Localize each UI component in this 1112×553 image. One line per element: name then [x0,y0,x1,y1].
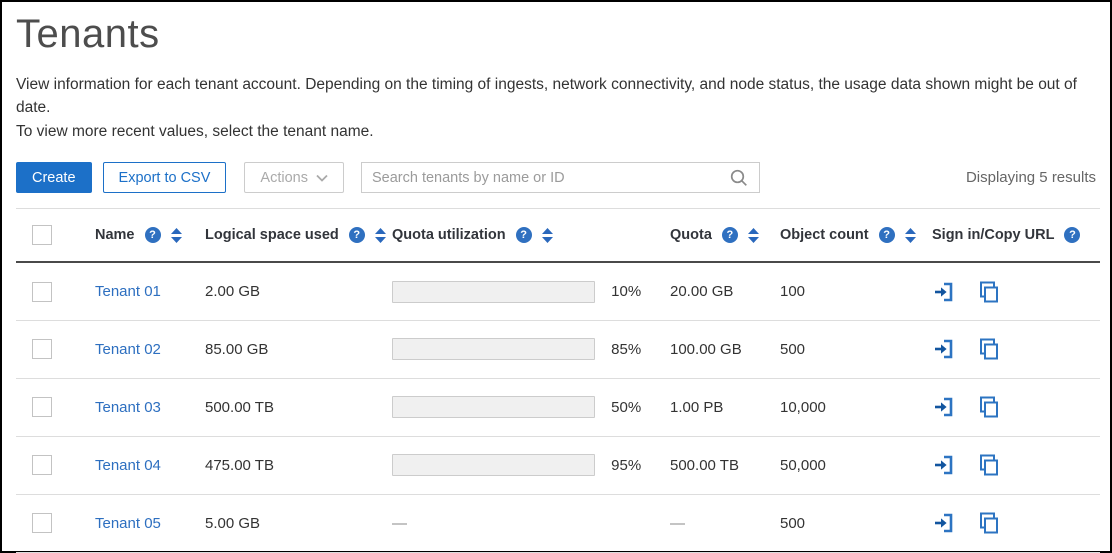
help-icon[interactable]: ? [515,227,532,243]
logical-space-value: 85.00 GB [205,340,269,358]
row-actions [932,279,1100,305]
search-box [360,162,760,194]
quota-value: 1.00 PB [670,398,724,416]
tenant-name-link[interactable]: Tenant 01 [95,283,161,300]
row-actions [932,336,1100,362]
quota-utilization-label: 85% [611,340,642,358]
sort-icon[interactable] [170,227,182,243]
sign-in-icon[interactable] [932,336,958,362]
help-icon[interactable]: ? [144,227,161,243]
sort-icon[interactable] [541,227,553,243]
row-checkbox[interactable] [32,397,52,418]
table-row: Tenant 03 500.00 TB 50% 1.00 PB 10,000 [16,378,1100,437]
tenant-name-link[interactable]: Tenant 02 [95,340,161,358]
page-title: Tenants [16,12,160,56]
column-label: Name [95,227,135,243]
quota-utilization-label: 95% [611,456,642,474]
sort-icon[interactable] [374,227,386,243]
sign-in-icon[interactable] [932,279,958,305]
copy-icon[interactable] [975,452,1001,478]
sort-icon[interactable] [904,227,916,243]
quota-empty: — [670,514,685,532]
object-count-value: 50,000 [780,456,826,474]
quota-utilization-label: 50% [611,398,642,416]
column-header-logical-space[interactable]: Logical space used ? [205,227,386,243]
copy-icon[interactable] [975,510,1001,536]
toolbar: Create Export to CSV Actions Displaying … [16,162,1096,194]
select-all-checkbox[interactable] [32,225,52,245]
actions-button[interactable]: Actions [244,162,344,194]
help-icon[interactable]: ? [1064,227,1081,243]
quota-value: 100.00 GB [670,340,742,358]
table-row: Tenant 01 2.00 GB 10% 20.00 GB 100 [16,262,1100,321]
object-count-value: 10,000 [780,398,826,416]
export-csv-button[interactable]: Export to CSV [102,162,227,194]
quota-utilization-bar [392,338,595,361]
help-icon[interactable]: ? [878,227,895,243]
object-count-value: 500 [780,340,806,358]
quota-utilization-bar [392,280,595,303]
logical-space-value: 5.00 GB [205,514,261,532]
page-description: View information for each tenant account… [16,73,1096,143]
object-count-value: 100 [780,283,806,300]
sign-in-icon[interactable] [932,452,958,478]
column-label: Quota [670,227,712,243]
quota-value: 20.00 GB [670,283,734,300]
column-label: Sign in/Copy URL [932,227,1055,243]
table-row: Tenant 02 85.00 GB 85% 100.00 GB 500 [16,320,1100,379]
sign-in-icon[interactable] [932,394,958,420]
logical-space-value: 475.00 TB [205,456,274,474]
quota-utilization-bar [392,454,595,477]
object-count-value: 500 [780,514,806,532]
tenant-name-link[interactable]: Tenant 05 [95,514,161,532]
quota-value: 500.00 TB [670,456,739,474]
copy-icon[interactable] [975,279,1001,305]
row-checkbox[interactable] [32,513,52,534]
column-header-name[interactable]: Name ? [95,227,182,243]
search-input[interactable] [361,163,719,193]
search-icon[interactable] [719,163,759,192]
page-description-line2: To view more recent values, select the t… [16,122,374,140]
quota-utilization-bar [392,396,595,419]
column-label: Quota utilization [392,227,506,243]
row-actions [932,394,1100,420]
row-checkbox[interactable] [32,281,52,302]
page-description-line1: View information for each tenant account… [16,76,1077,117]
help-icon[interactable]: ? [721,227,738,243]
logical-space-value: 500.00 TB [205,398,274,416]
column-label: Logical space used [205,227,339,243]
copy-icon[interactable] [975,336,1001,362]
copy-icon[interactable] [975,394,1001,420]
chevron-down-icon [316,174,328,182]
row-checkbox[interactable] [32,455,52,476]
tenant-name-link[interactable]: Tenant 04 [95,456,161,474]
quota-utilization-empty: — [392,514,407,532]
column-header-quota-utilization[interactable]: Quota utilization ? [392,227,553,243]
table-header-row: Name ? Logical space used ? [16,208,1100,264]
row-checkbox[interactable] [32,339,52,360]
results-count: Displaying 5 results [965,169,1096,187]
table-row: Tenant 05 5.00 GB — — 500 [16,494,1100,553]
help-icon[interactable]: ? [348,227,365,243]
column-header-sign-in-copy-url: Sign in/Copy URL ? [932,227,1081,243]
column-header-quota[interactable]: Quota ? [670,227,759,243]
actions-button-label: Actions [260,169,308,186]
create-button[interactable]: Create [16,162,92,194]
tenant-name-link[interactable]: Tenant 03 [95,398,161,416]
column-header-object-count[interactable]: Object count ? [780,227,916,243]
quota-utilization-label: 10% [611,283,642,300]
logical-space-value: 2.00 GB [205,283,261,300]
tenants-table: Name ? Logical space used ? [16,207,1100,553]
table-row: Tenant 04 475.00 TB 95% 500.00 TB 50,000 [16,436,1100,495]
sort-icon[interactable] [747,227,759,243]
column-label: Object count [780,227,869,243]
row-actions [932,452,1100,478]
sign-in-icon[interactable] [932,510,958,536]
row-actions [932,510,1100,536]
